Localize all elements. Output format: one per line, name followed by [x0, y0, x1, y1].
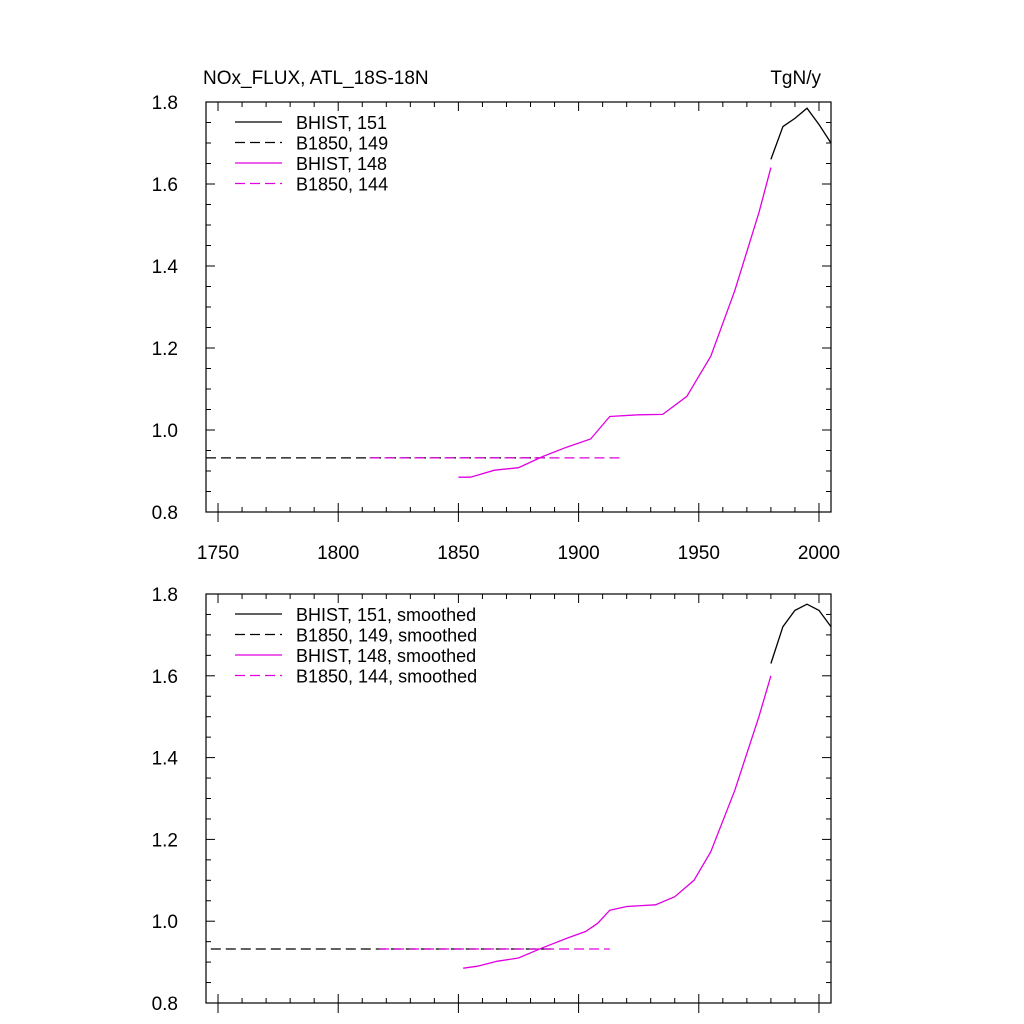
panel-top-series-line-1	[770, 107, 832, 160]
panel-bottom-y-tick-label: 1.8	[152, 585, 178, 606]
panel-top-legend-label-2: B1850, 149	[296, 134, 388, 154]
panel-top-y-tick-label: 1.0	[152, 421, 178, 442]
panel-top-x-tick-label: 2000	[798, 543, 840, 564]
panel-top-y-tick-label: 1.4	[152, 257, 179, 278]
panel-bottom-y-tick-label: 0.8	[152, 994, 178, 1015]
panel-bottom-legend-label-3: BHIST, 148, smoothed	[296, 646, 476, 666]
panel-top-y-tick-label: 1.6	[152, 175, 178, 196]
panel-top-x-tick-label: 1950	[678, 543, 720, 564]
panel-top-y-tick-label: 1.2	[152, 339, 178, 360]
panel-bottom-legend-label-1: BHIST, 151, smoothed	[296, 605, 476, 625]
panel-top-x-tick-label: 1800	[317, 543, 359, 564]
panel-top-marks: 1750 1800 1850 1900 1950 2000 0.8 1.0 1.2 1.4 1.6 1…	[152, 93, 841, 564]
panel-top-legend-label-3: BHIST, 148	[296, 154, 387, 174]
panel-bottom-y-tick-label: 1.2	[152, 830, 178, 851]
panel-top-units: TgN/y	[770, 68, 821, 89]
panel-top-legend-label-4: B1850, 144	[296, 175, 388, 195]
panel-bottom-y-tick-label: 1.6	[152, 667, 178, 688]
panel-bottom-legend-label-4: B1850, 144, smoothed	[296, 667, 477, 687]
panel-top-legend-label-1: BHIST, 151	[296, 113, 387, 133]
panel-top-x-tick-label: 1900	[557, 543, 599, 564]
panel-top-title: NOx_FLUX, ATL_18S-18N	[203, 68, 429, 89]
panel-bottom-legend-label-2: B1850, 149, smoothed	[296, 626, 477, 646]
panel-top: NOx_FLUX, ATL_18S-18N TgN/y 1750 1800 1850…	[152, 68, 841, 564]
panel-bottom-y-tick-label: 1.4	[152, 749, 179, 770]
panel-top-y-tick-label: 1.8	[152, 93, 178, 114]
panel-bottom-series-line-1	[770, 603, 832, 664]
panel-bottom-series-line-3	[463, 675, 772, 969]
panel-top-series-line-3	[458, 167, 772, 478]
panel-top-x-tick-label: 1750	[197, 543, 239, 564]
panel-top-x-tick-label: 1850	[437, 543, 479, 564]
panel-top-y-tick-label: 0.8	[152, 503, 178, 524]
panel-bottom-y-tick-label: 1.0	[152, 912, 178, 933]
